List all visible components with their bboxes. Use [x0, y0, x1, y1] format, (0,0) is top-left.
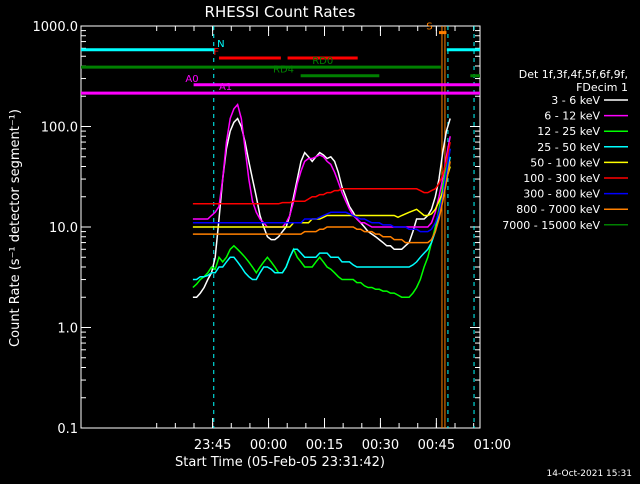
y-tick-label: 100.0 [41, 121, 78, 136]
legend-label: 50 - 100 keV [530, 156, 600, 169]
series-line [192, 166, 451, 228]
x-tick-label: 00:30 [362, 438, 399, 453]
x-axis-label: Start Time (05-Feb-05 23:31:42) [175, 455, 385, 470]
annotation-label: S [426, 22, 432, 33]
legend-label: 100 - 300 keV [523, 172, 600, 185]
legend-label: 3 - 6 keV [551, 94, 600, 107]
x-tick-label: 01:00 [474, 438, 511, 453]
x-tick-label: 23:45 [194, 438, 231, 453]
series-line [192, 141, 451, 205]
y-axis-label: Count Rate (s⁻¹ detector segment⁻¹) [8, 109, 23, 347]
series-line [192, 148, 451, 233]
legend-label: 12 - 25 keV [537, 125, 600, 138]
y-tick-label: 0.1 [57, 422, 78, 437]
chart-title: RHESSI Count Rates [205, 3, 356, 21]
y-tick-label: 1000.0 [33, 20, 79, 35]
legend-label: 6 - 12 keV [544, 110, 600, 123]
annotation-label: RD4 [273, 65, 294, 76]
series-line [192, 156, 451, 281]
series-line [192, 117, 451, 298]
x-tick-label: 00:00 [250, 438, 287, 453]
y-tick-label: 10.0 [49, 221, 78, 236]
annotation-label: A1 [219, 82, 232, 93]
legend-header: FDecim 1 [576, 81, 628, 94]
annotation-label: F [213, 47, 219, 58]
annotation-label: RD0 [312, 56, 333, 67]
series-line [192, 103, 451, 228]
annotation-label: N [217, 39, 224, 50]
legend-label: 300 - 800 keV [523, 188, 600, 201]
plot-area: 1000.0 100.0 10.0 1.0 0.1 23:45 00:00 00:15 00:3… [33, 20, 512, 453]
annotation-label: A0 [185, 74, 198, 85]
legend-header: Det 1f,3f,4f,5f,6f,9f, [519, 68, 628, 81]
series-line [192, 161, 451, 244]
legend-label: 25 - 50 keV [537, 141, 600, 154]
x-tick-label: 00:45 [418, 438, 455, 453]
x-tick-label: 00:15 [306, 438, 343, 453]
legend: Det 1f,3f,4f,5f,6f,9f,FDecim 13 - 6 keV 6… [502, 68, 628, 232]
legend-label: 800 - 7000 keV [516, 203, 600, 216]
legend-label: 7000 - 15000 keV [502, 219, 600, 232]
footer-date: 14-Oct-2021 15:31 [547, 469, 632, 479]
y-tick-label: 1.0 [57, 322, 78, 337]
series-line [192, 148, 451, 298]
